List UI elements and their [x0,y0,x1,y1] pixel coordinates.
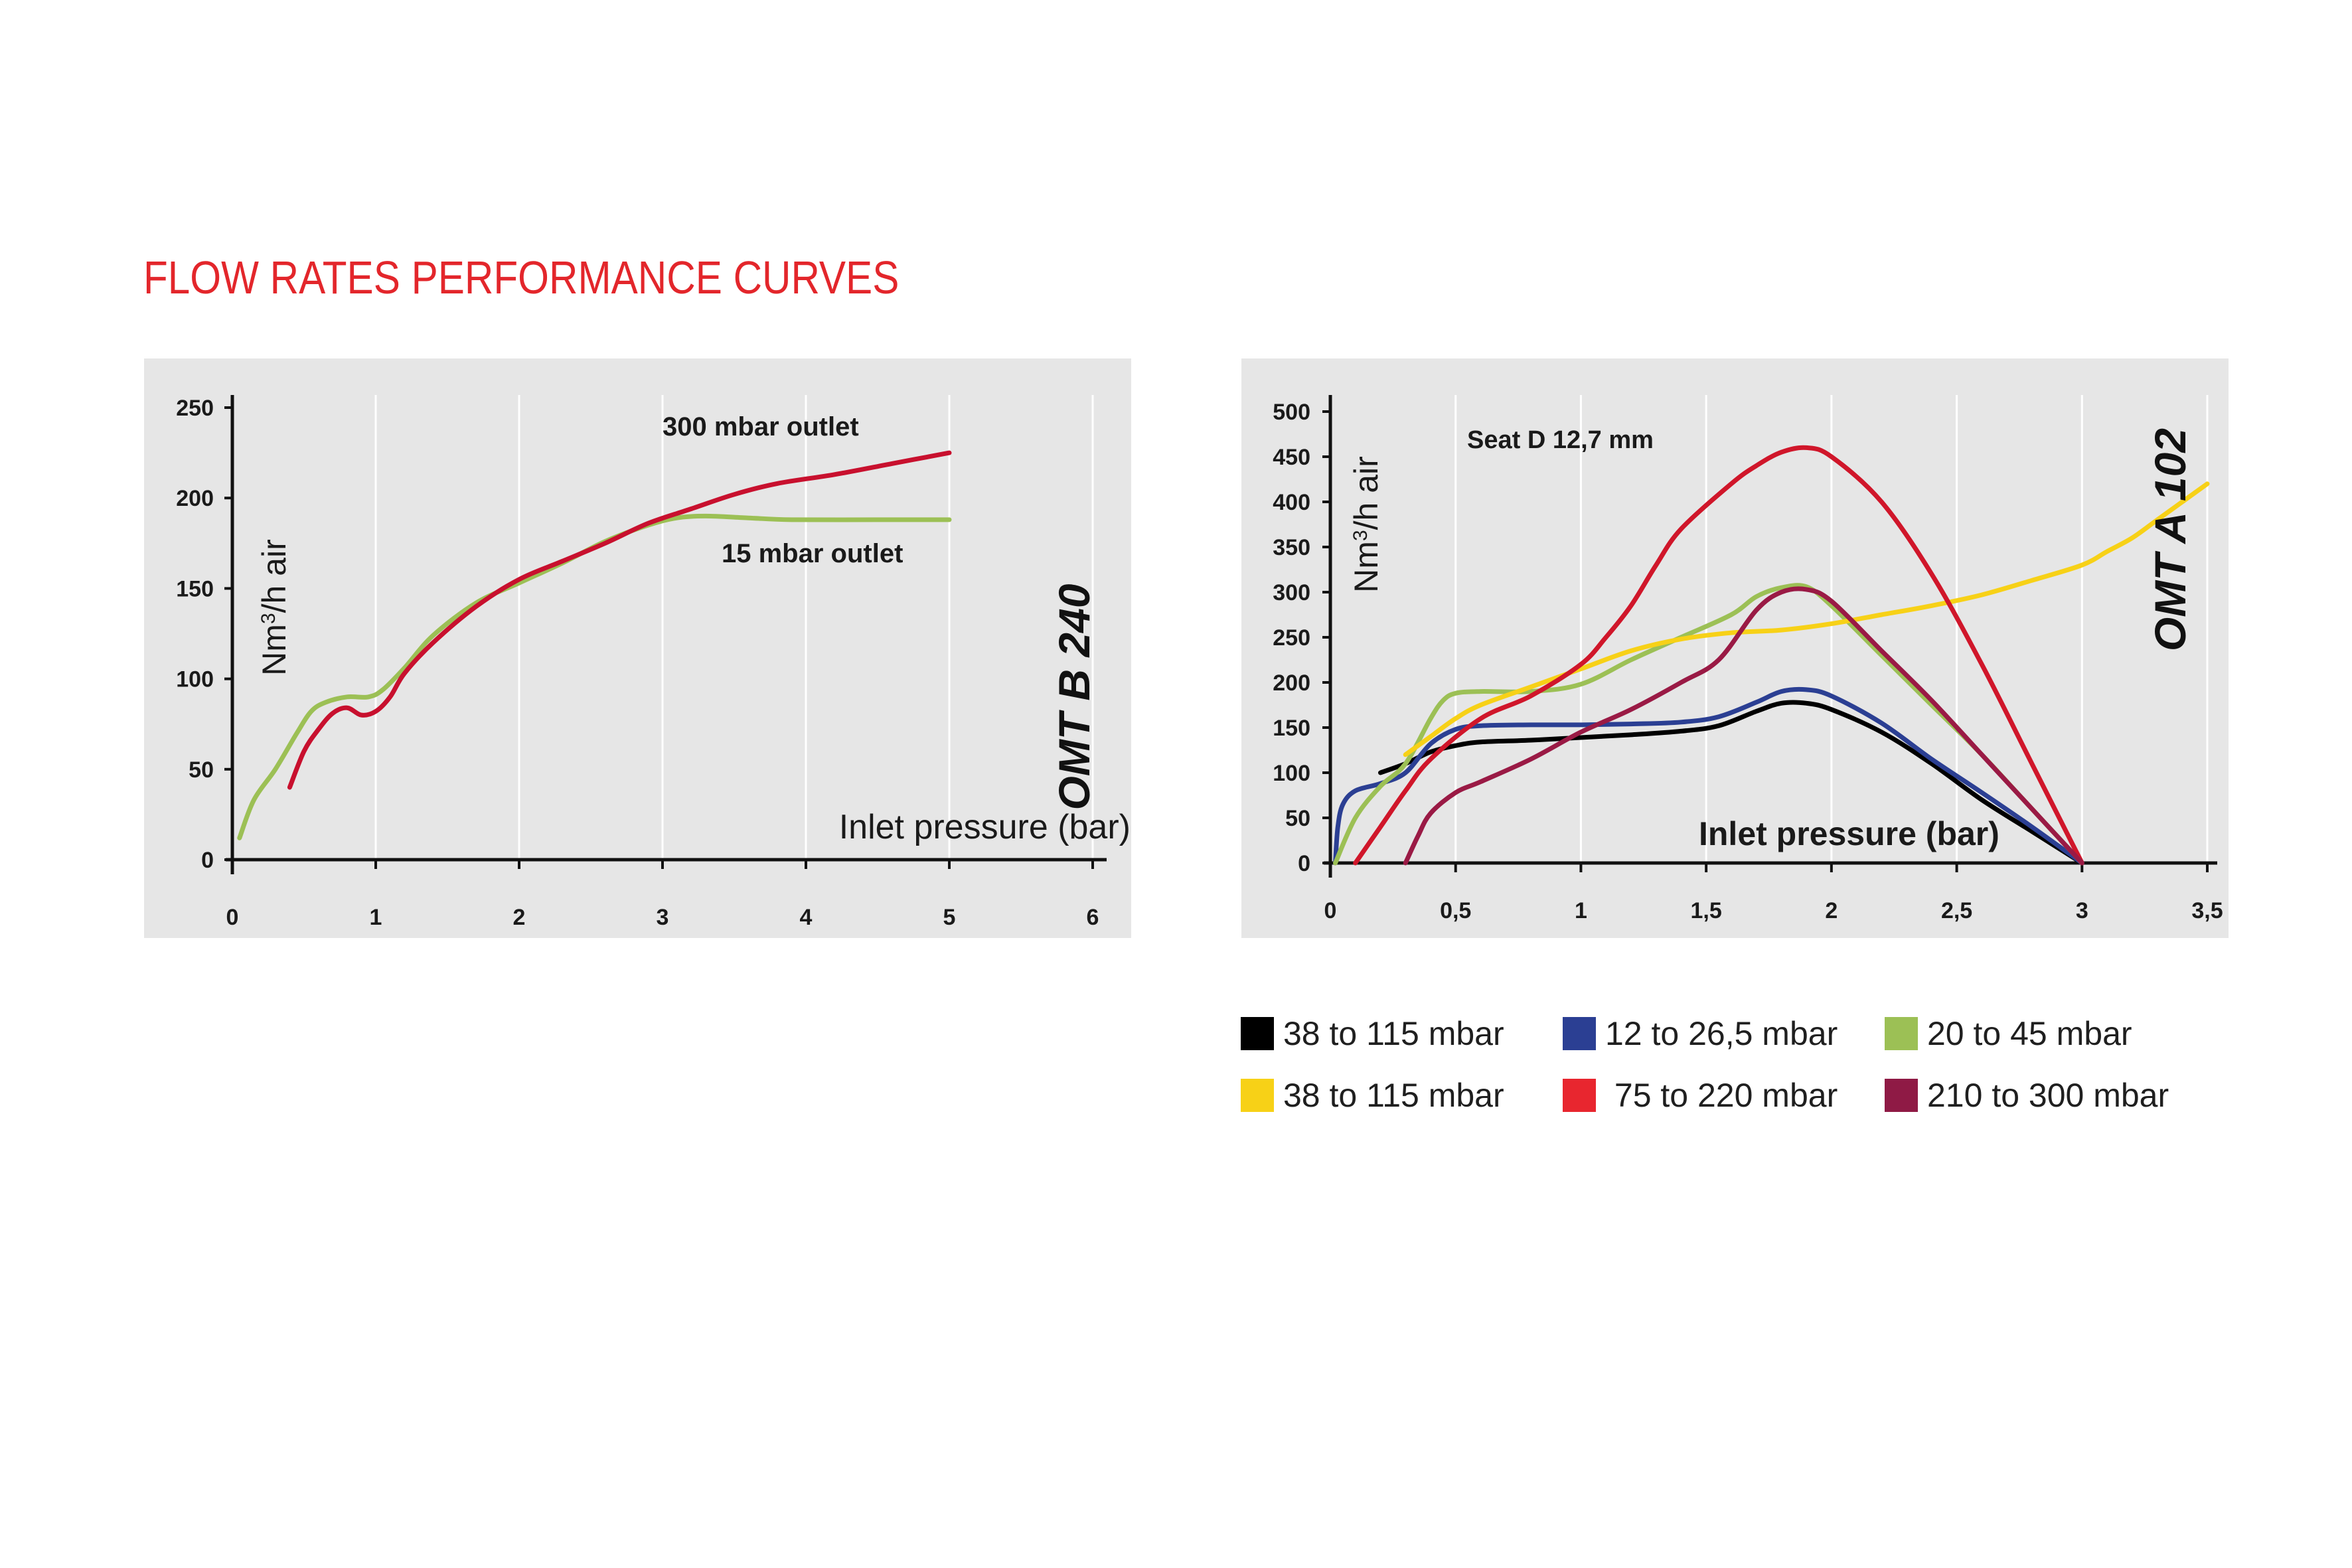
chart-grid [1454,395,2209,863]
series-line-75-to-220-mbar [1353,445,2084,866]
legend-label: 210 to 300 mbar [1927,1077,2169,1114]
annotation-15-mbar-outlet: 15 mbar outlet [722,539,903,568]
legend-swatch [1885,1079,1918,1112]
y-tick-label: 300 [1273,580,1310,605]
y-axis-label: Nm3/h air [1348,456,1385,593]
series-line-300-mbar-outlet [287,450,952,790]
legend-item: 210 to 300 mbar [1885,1075,2169,1115]
x-tick-label: 2,5 [1941,898,1972,923]
y-axis-label-suffix: /h air [1348,456,1385,530]
annotation-300-mbar-outlet: 300 mbar outlet [663,412,859,441]
x-axis-label: Inlet pressure (bar) [1699,815,1999,852]
x-tick-labels: 0 1 2 3 4 5 6 [226,905,1099,930]
legend-item: 12 to 26,5 mbar [1563,1014,1838,1054]
y-tick-label: 200 [176,486,214,511]
y-tick-label: 500 [1273,400,1310,425]
x-tick-label: 5 [943,905,956,930]
chart-axes [1322,395,2217,878]
y-tick-label: 0 [201,848,214,873]
y-tick-label: 100 [1273,761,1310,786]
chart-series [1333,445,2210,866]
y-axis-label-suffix: /h air [256,539,293,613]
x-tick-label: 0 [226,905,239,930]
x-axis-label: Inlet pressure (bar) [839,808,1131,846]
x-tick-label: 0 [1324,898,1337,923]
chart-omt-a-102: 0 50 100 150 200 250 300 350 400 450 500 0 0,5 1 1,5 2… [1273,395,2223,923]
y-tick-label: 250 [1273,625,1310,651]
x-tick-label: 3 [2076,898,2088,923]
y-tick-label: 150 [1273,716,1310,741]
x-tick-label: 3 [657,905,669,930]
page-title: FLOW RATES PERFORMANCE CURVES [143,252,900,303]
legend-item: 75 to 220 mbar [1563,1075,1838,1115]
y-tick-label: 250 [176,396,214,421]
legend-label: 38 to 115 mbar [1283,1077,1504,1114]
y-tick-label: 400 [1273,490,1310,515]
chart-grid [374,395,1094,860]
chart-subtitle: Seat D 12,7 mm [1467,426,1654,454]
legend-item: 38 to 115 mbar [1241,1075,1504,1115]
y-tick-labels: 0 50 100 150 200 250 [176,396,214,873]
chart-series [237,450,952,840]
x-tick-label: 6 [1087,905,1099,930]
legend-swatch [1241,1079,1274,1112]
y-axis-label-prefix: Nm [256,624,293,676]
x-tick-label: 0,5 [1440,898,1471,923]
y-axis-label: Nm3/h air [256,539,293,676]
x-tick-label: 2 [513,905,526,930]
y-tick-label: 100 [176,667,214,692]
y-tick-label: 200 [1273,670,1310,696]
legend-label: 12 to 26,5 mbar [1605,1015,1838,1052]
legend-swatch [1563,1079,1596,1112]
legend-swatch [1563,1017,1596,1050]
legend-label: 75 to 220 mbar [1605,1077,1838,1114]
x-tick-label: 1 [1575,898,1587,923]
y-tick-label: 150 [176,576,214,601]
x-tick-label: 1,5 [1691,898,1722,923]
y-tick-label: 0 [1298,851,1310,876]
y-tick-label: 50 [1285,806,1310,831]
series-line-38-to-115-mbar [1378,700,2084,866]
chart-title: OMT B 240 [1050,584,1099,810]
series-line-38-to-115-mbar [1403,481,2210,757]
legend-item: 20 to 45 mbar [1885,1014,2132,1054]
y-axis-label-prefix: Nm [1348,541,1385,593]
y-tick-label: 450 [1273,445,1310,470]
x-tick-label: 3,5 [2191,898,2223,923]
x-tick-label: 4 [800,905,813,930]
chart-title: OMT A 102 [2146,428,2195,651]
legend-label: 38 to 115 mbar [1283,1015,1504,1052]
y-tick-labels: 0 50 100 150 200 250 300 350 400 450 500 [1273,400,1310,876]
series-line-15-mbar-outlet [237,513,952,840]
y-axis-label-sup: 3 [1350,530,1372,541]
legend-label: 20 to 45 mbar [1927,1015,2132,1052]
y-tick-label: 350 [1273,535,1310,560]
y-tick-label: 50 [189,757,214,783]
legend-swatch [1885,1017,1918,1050]
y-axis-label-sup: 3 [258,613,279,624]
x-tick-label: 1 [370,905,382,930]
x-tick-labels: 0 0,5 1 1,5 2 2,5 3 3,5 [1324,898,2223,923]
chart-panel-omt-a-102: 0 50 100 150 200 250 300 350 400 450 500 0 0,5 1 1,5 2… [1241,358,2229,938]
legend-swatch [1241,1017,1274,1050]
series-line-210-to-300-mbar [1403,586,2084,866]
legend-item: 38 to 115 mbar [1241,1014,1504,1054]
chart-axes [224,395,1107,874]
x-tick-label: 2 [1825,898,1838,923]
